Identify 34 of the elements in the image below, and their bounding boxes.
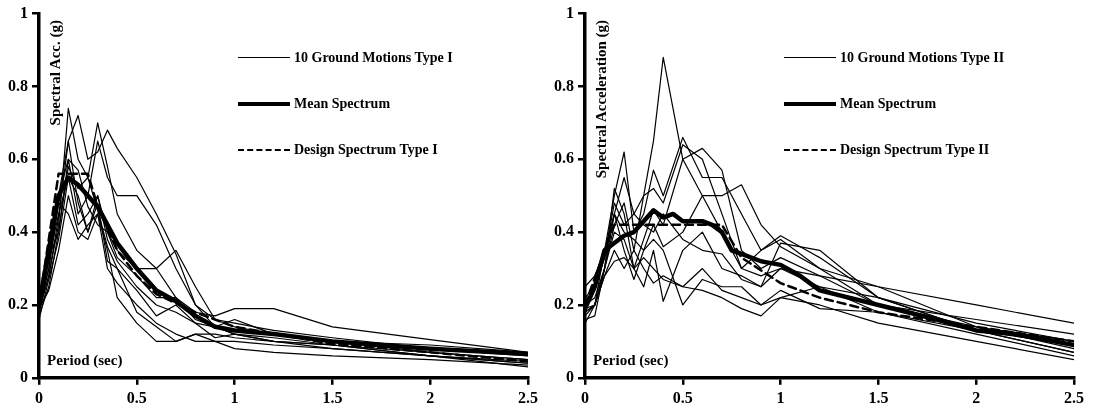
y-axis-title: Spectral Acc. (g) [47,19,64,125]
y-tick-label: 0 [566,367,574,385]
y-tick-label: 1 [566,3,574,21]
y-tick-label: 0.4 [554,222,574,240]
y-tick-label: 0.2 [554,295,574,313]
x-tick-label: 2.5 [1064,388,1084,406]
legend-label: 10 Ground Motions Type II [840,49,1005,66]
x-tick-label: 0.5 [126,388,147,406]
legend-label: Design Spectrum Type II [840,141,990,158]
x-tick-label: 1.5 [322,388,343,406]
legend-label: Mean Spectrum [294,95,391,112]
x-tick-label: 2 [972,388,981,406]
y-axis-title: Spectral Acceleration (g) [593,19,610,178]
x-tick-label: 0.5 [672,388,693,406]
x-tick-label: 0 [581,388,589,406]
x-tick-label: 1 [776,388,785,406]
legend-label: Mean Spectrum [840,95,937,112]
x-tick-label: 0 [35,388,43,406]
x-tick-label: 1 [230,388,239,406]
x-tick-label: 2.5 [518,388,538,406]
y-tick-label: 0.8 [8,76,28,94]
y-tick-label: 0.6 [554,149,574,167]
y-tick-label: 0.2 [8,295,28,313]
x-tick-label: 2 [426,388,435,406]
y-tick-label: 1 [20,3,28,21]
x-tick-label: 1.5 [868,388,889,406]
x-axis-title: Period (sec) [593,351,669,369]
y-tick-label: 0.4 [8,222,28,240]
legend-label: 10 Ground Motions Type I [294,49,453,66]
y-tick-label: 0.8 [554,76,574,94]
legend-label: Design Spectrum Type I [294,141,438,158]
y-tick-label: 0 [20,367,28,385]
x-axis-title: Period (sec) [47,351,123,369]
y-tick-label: 0.6 [8,149,28,167]
